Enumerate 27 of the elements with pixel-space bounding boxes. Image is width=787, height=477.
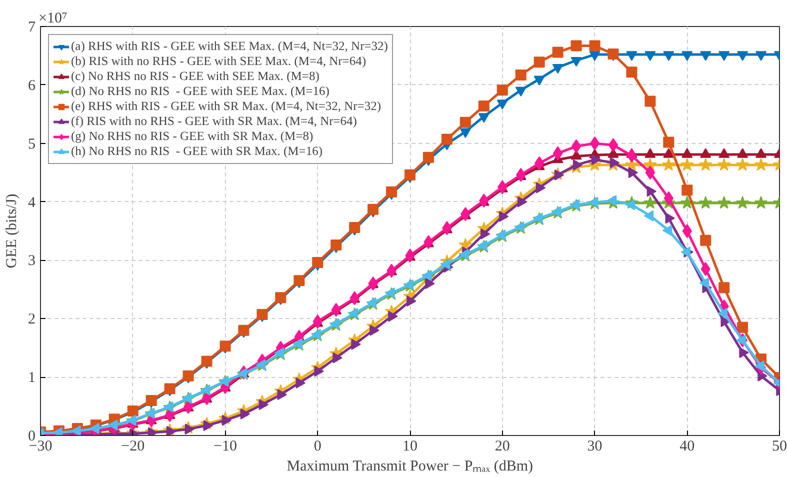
annotation: ×10⁷ xyxy=(38,10,68,26)
y-tick-label: 0 xyxy=(28,428,36,444)
legend-label: (f) RIS with no RHS - GEE with SR Max. (M=4, Nr=64) xyxy=(71,114,357,129)
legend-label: (d) No RHS no RIS - GEE with SEE Max. (M=16) xyxy=(71,84,330,99)
legend-label: (h) No RHS no RIS - GEE with SR Max. (M=16) xyxy=(71,144,322,159)
x-tick-label: 0 xyxy=(314,438,322,454)
y-tick-label: 5 xyxy=(28,136,36,152)
x-tick-label: 10 xyxy=(402,438,418,454)
legend-label: (b) RIS with no RHS - GEE with SEE Max. (M=4, Nr=64) xyxy=(71,54,366,69)
y-tick-label: 2 xyxy=(28,312,36,328)
legend-label: (c) No RHS no RIS - GEE with SEE Max. (M=8) xyxy=(71,69,320,84)
y-tick-label: 7 xyxy=(28,20,36,36)
x-axis-title: Maximum Transmit Power − Pₘₐₓ (dBm) xyxy=(286,458,534,474)
y-axis-title: GEE (bits/J) xyxy=(4,194,20,268)
x-tick-label: 50 xyxy=(772,438,787,454)
x-tick-label: 30 xyxy=(587,438,602,454)
x-tick-label: −10 xyxy=(214,438,237,454)
y-tick-label: 6 xyxy=(28,78,36,94)
legend-label: (e) RHS with RIS - GEE with SR Max. (M=4, Nt=32, Nr=32) xyxy=(71,99,382,114)
y-tick-label: 1 xyxy=(28,370,36,386)
x-tick-label: 40 xyxy=(680,438,695,454)
legend-label: (g) No RHS no RIS - GEE with SR Max. (M=8) xyxy=(71,129,314,144)
x-tick-label: 20 xyxy=(494,438,510,454)
y-tick-label: 4 xyxy=(28,194,36,211)
x-tick-label: −20 xyxy=(121,438,145,454)
legend-label: (a) RHS with RIS - GEE with SEE Max. (M=4, Nt=32, Nr=32) xyxy=(71,39,388,54)
y-tick-label: 3 xyxy=(28,253,36,270)
